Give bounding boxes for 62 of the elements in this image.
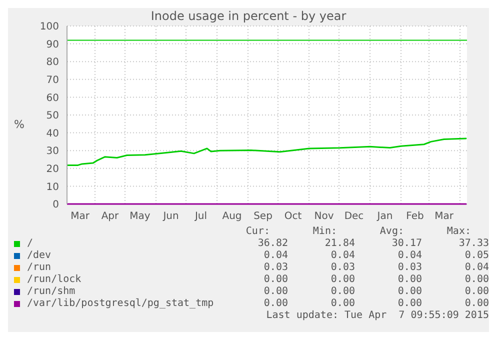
y-tick-label: 20 bbox=[46, 164, 59, 175]
x-tick-label: Aug bbox=[222, 211, 242, 222]
text: 37.33 bbox=[458, 238, 489, 250]
y-tick-label: 60 bbox=[46, 92, 59, 104]
text: 0.04 bbox=[330, 250, 355, 262]
y-tick-label: 90 bbox=[46, 39, 59, 50]
x-tick-label: Mar bbox=[70, 211, 90, 222]
y-tick-label: 70 bbox=[46, 74, 59, 86]
text: 0.04 bbox=[464, 262, 489, 274]
x-tick-label: Jun bbox=[162, 211, 179, 222]
x-tick-label: Dec bbox=[344, 211, 364, 222]
text: 0.03 bbox=[264, 262, 288, 274]
x-tick-label: Mar bbox=[434, 211, 454, 222]
text: 36.82 bbox=[258, 238, 288, 250]
text: 0.05 bbox=[464, 250, 489, 262]
y-tick-label: 80 bbox=[46, 57, 59, 68]
text: 0.00 bbox=[398, 298, 422, 310]
legend-label: / bbox=[27, 238, 34, 250]
y-tick-label: 40 bbox=[46, 128, 59, 140]
text: 0.00 bbox=[264, 286, 288, 298]
text: 0.00 bbox=[264, 274, 288, 286]
x-tick-label: Jul bbox=[194, 211, 208, 222]
x-tick-label: May bbox=[130, 211, 150, 222]
x-tick-label: Feb bbox=[406, 211, 424, 222]
legend-label: /run/lock bbox=[27, 274, 82, 286]
legend-label: /dev bbox=[27, 250, 52, 262]
y-axis-title: % bbox=[14, 118, 24, 131]
text: Cur: bbox=[246, 226, 270, 238]
text: 0.03 bbox=[330, 262, 355, 274]
y-tick-label: 100 bbox=[40, 22, 59, 33]
text: 0.04 bbox=[398, 250, 422, 262]
chart-title: Inode usage in percent - by year bbox=[150, 9, 348, 23]
text: Last update: Tue Apr 7 09:55:09 2015 bbox=[265, 310, 489, 322]
y-tick-label: 0 bbox=[52, 200, 59, 211]
x-tick-label: Apr bbox=[101, 211, 120, 222]
x-tick-label: Oct bbox=[284, 211, 302, 222]
text: 0.00 bbox=[330, 286, 355, 298]
text: Max: bbox=[446, 226, 471, 238]
text: Avg: bbox=[380, 226, 404, 238]
text: 0.04 bbox=[264, 250, 288, 262]
text: 0.00 bbox=[264, 298, 288, 310]
text: 0.00 bbox=[464, 298, 489, 310]
x-tick-label: Sep bbox=[254, 211, 272, 222]
y-tick-label: 30 bbox=[46, 146, 59, 158]
text: 0.03 bbox=[398, 262, 422, 274]
y-tick-label: 50 bbox=[46, 110, 59, 122]
text: 0.00 bbox=[398, 286, 422, 298]
text: 0.00 bbox=[464, 286, 489, 298]
text: 0.00 bbox=[330, 274, 355, 286]
legend-label: /run/shm bbox=[27, 286, 76, 298]
text: 0.00 bbox=[330, 298, 355, 310]
line-series bbox=[67, 138, 467, 166]
x-tick-label: Jan bbox=[376, 211, 393, 222]
legend-label: /var/lib/postgresql/pg_stat_tmp bbox=[27, 298, 214, 310]
text: Min: bbox=[312, 226, 337, 238]
x-tick-label: Nov bbox=[314, 211, 334, 222]
legend-label: /run bbox=[27, 262, 52, 274]
text: 30.17 bbox=[392, 238, 422, 250]
text: 0.00 bbox=[398, 274, 422, 286]
text: 21.84 bbox=[324, 238, 355, 250]
y-tick-label: 10 bbox=[46, 182, 59, 193]
text: 0.00 bbox=[464, 274, 489, 286]
